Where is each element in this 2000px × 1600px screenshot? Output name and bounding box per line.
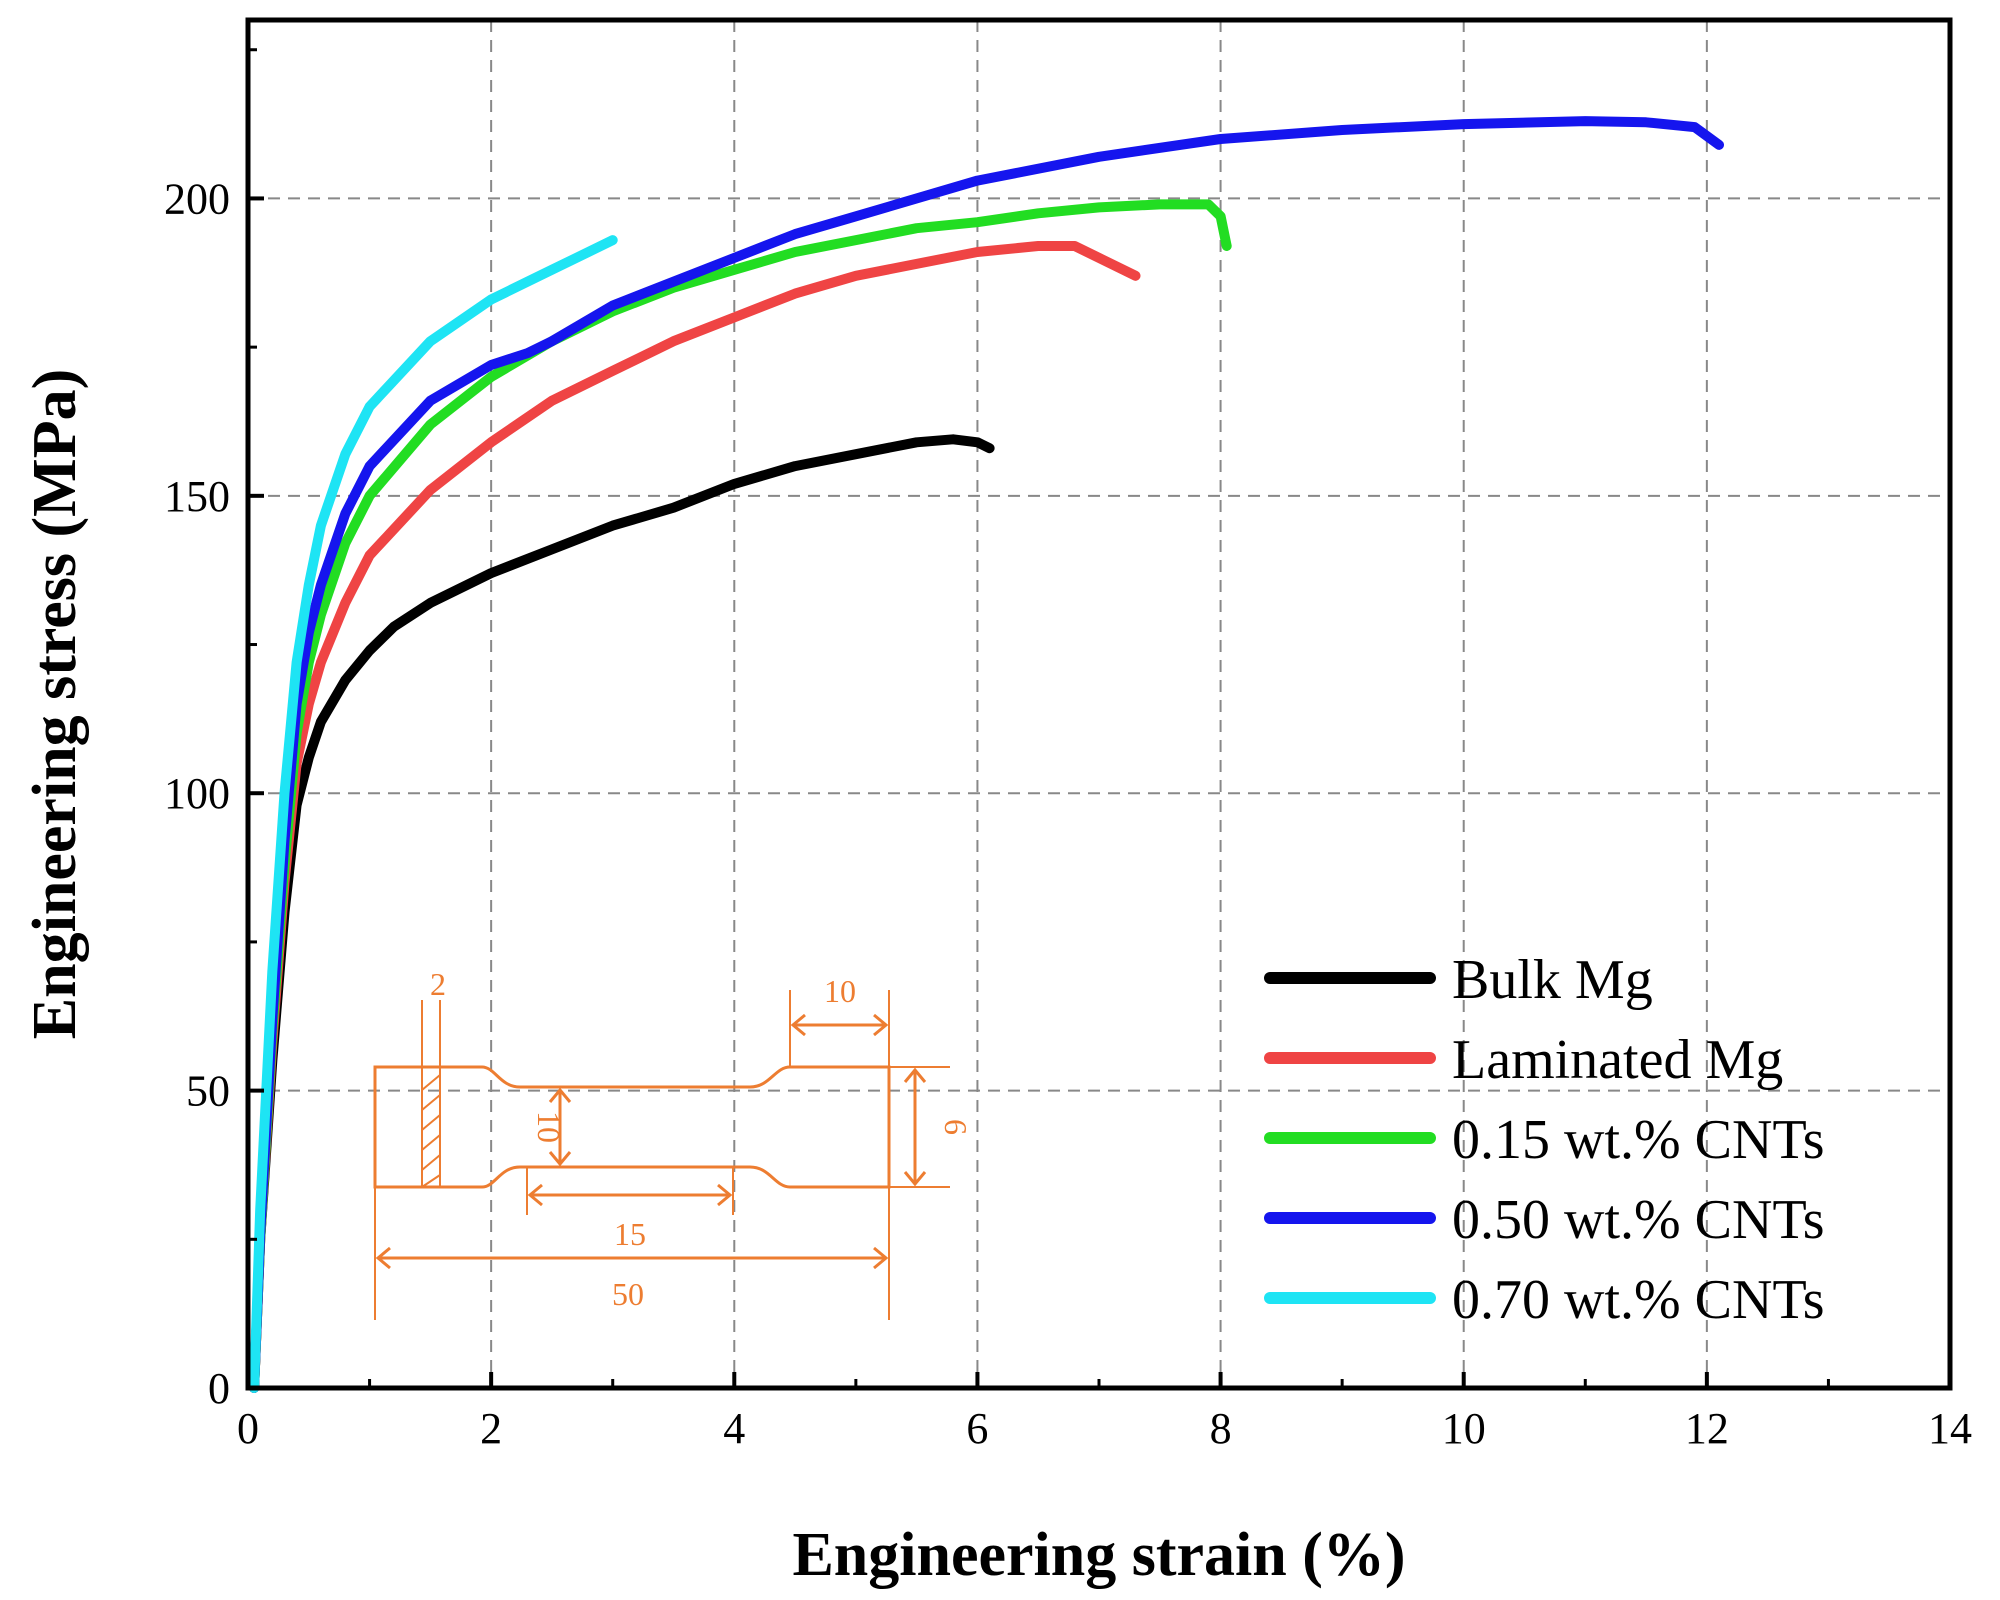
x-tick-label: 12 bbox=[1685, 1404, 1729, 1453]
y-tick-label: 100 bbox=[164, 769, 230, 818]
y-tick-label: 150 bbox=[164, 472, 230, 521]
inset-label-total-length: 50 bbox=[612, 1276, 644, 1312]
grip-dim-arrowheads bbox=[790, 1013, 889, 1037]
specimen-labels: 2 10 6 10 15 50 bbox=[430, 966, 974, 1312]
x-tick-label: 4 bbox=[723, 1404, 745, 1453]
legend-label-4: 0.50 wt.% CNTs bbox=[1452, 1189, 1825, 1251]
series-line-5 bbox=[249, 235, 618, 1393]
total-len-arrowheads bbox=[375, 1246, 889, 1270]
gauge-width-arrowheads bbox=[548, 1087, 572, 1167]
height-dim-arrowheads bbox=[903, 1067, 927, 1187]
specimen-outline bbox=[373, 1065, 891, 1189]
inset-label-gauge-length: 15 bbox=[614, 1216, 646, 1252]
series-line-3 bbox=[249, 199, 1232, 1393]
legend-label-3: 0.15 wt.% CNTs bbox=[1452, 1109, 1825, 1171]
grid-lines bbox=[248, 20, 1950, 1388]
x-tick-label: 14 bbox=[1928, 1404, 1972, 1453]
x-axis-title: Engineering strain (%) bbox=[792, 1521, 1405, 1589]
x-tick-label: 6 bbox=[966, 1404, 988, 1453]
inset-label-grip: 10 bbox=[824, 973, 856, 1009]
x-tick-label: 8 bbox=[1210, 1404, 1232, 1453]
x-tick-label: 10 bbox=[1442, 1404, 1486, 1453]
thickness-hatch bbox=[421, 1074, 441, 1188]
specimen-inset bbox=[373, 990, 950, 1320]
y-tick-label: 50 bbox=[186, 1067, 230, 1116]
legend: Bulk Mg Laminated Mg 0.15 wt.% CNTs 0.50 wt… bbox=[1264, 949, 1825, 1331]
legend-label-2: Laminated Mg bbox=[1452, 1029, 1783, 1091]
series-lines bbox=[249, 116, 1724, 1393]
series-line-4 bbox=[249, 116, 1724, 1393]
gauge-len-arrowheads bbox=[527, 1183, 733, 1207]
inset-label-thickness: 2 bbox=[430, 966, 446, 1002]
y-axis-title: Engineering stress (MPa) bbox=[21, 369, 89, 1039]
y-tick-label: 0 bbox=[208, 1364, 230, 1413]
legend-label-1: Bulk Mg bbox=[1452, 949, 1653, 1011]
x-tick-label: 2 bbox=[480, 1404, 502, 1453]
legend-label-5: 0.70 wt.% CNTs bbox=[1452, 1269, 1825, 1331]
plot-frame bbox=[245, 17, 1953, 1391]
x-tick-label: 0 bbox=[237, 1404, 259, 1453]
y-tick-label: 200 bbox=[164, 174, 230, 223]
series-line-2 bbox=[249, 241, 1141, 1393]
axis-ticks: 0 2 4 6 8 10 12 14 0 50 100 150 200 bbox=[164, 48, 1972, 1453]
inset-label-height: 6 bbox=[938, 1119, 974, 1135]
inset-label-gauge-width: 10 bbox=[531, 1111, 567, 1143]
